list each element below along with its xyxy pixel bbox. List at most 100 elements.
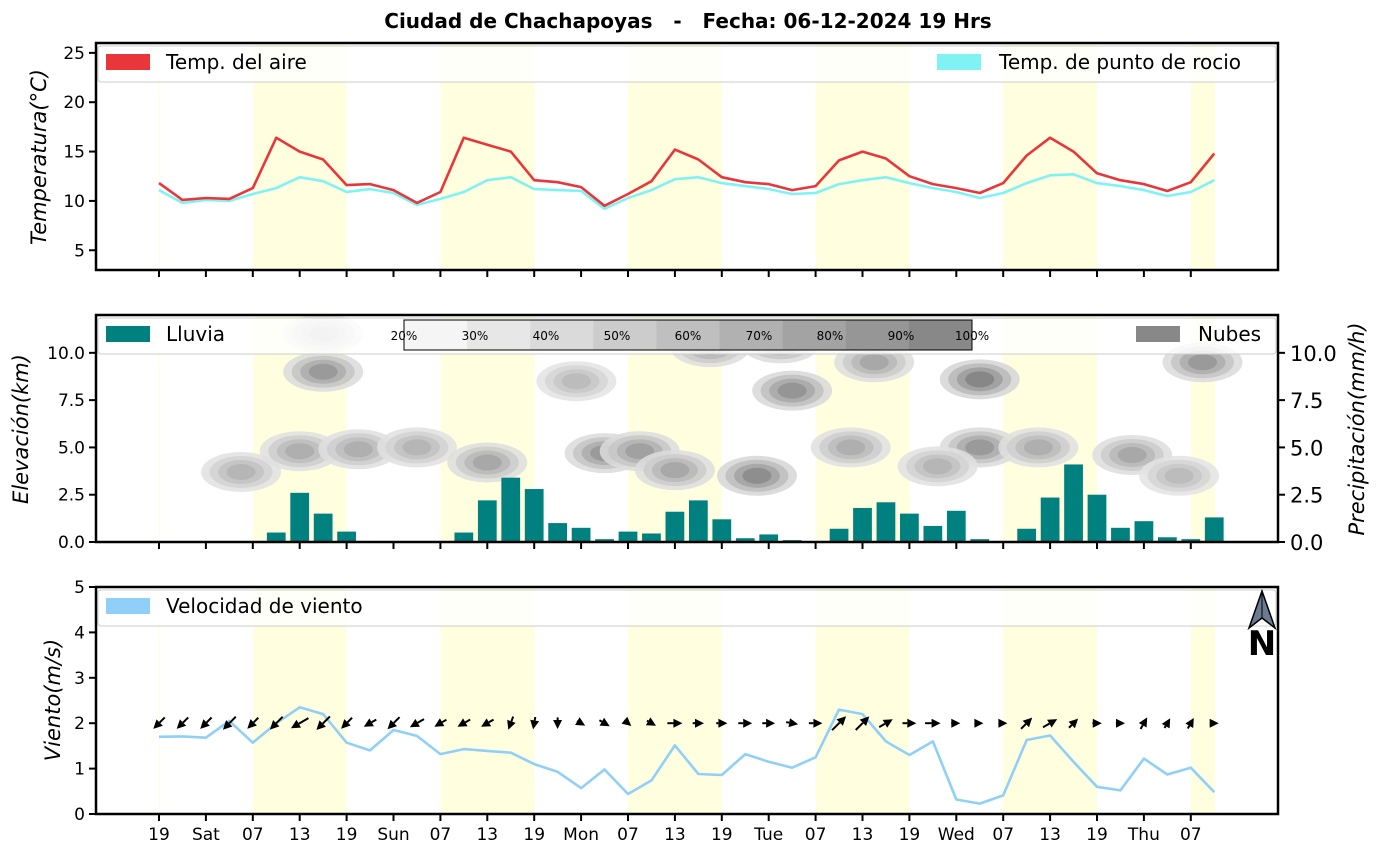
- wind-arrow-shaft: [1020, 723, 1027, 730]
- legend-label-air-temp: Temp. del aire: [165, 50, 307, 74]
- legend-swatch-wind: [106, 598, 150, 614]
- wind-arrow-shaft: [786, 721, 790, 724]
- cloud-colorbar: 20% 30% 40% 50% 60% 70% 80% 90% 100%: [391, 319, 989, 351]
- y-tick-label: 0.0: [58, 533, 85, 553]
- cloud-contour: [1188, 354, 1218, 371]
- rain-bar: [665, 511, 685, 542]
- y-tick-label: 2.5: [58, 486, 85, 506]
- legend-label-wind: Velocidad de viento: [166, 594, 363, 618]
- wind-arrow-shaft: [158, 716, 166, 724]
- rain-bar: [1064, 464, 1083, 542]
- x-tick-label: 13: [664, 825, 686, 845]
- rain-bar: [970, 539, 990, 542]
- wind-arrow-head: [1161, 718, 1171, 729]
- cloud-contour: [965, 371, 995, 388]
- x-tick-label: 13: [1039, 825, 1061, 845]
- colorbar-tick-label: 90%: [888, 329, 915, 343]
- x-tick-label: 19: [336, 825, 358, 845]
- cloud-contour: [561, 373, 591, 390]
- colorbar-tick-label: 100%: [955, 329, 989, 343]
- wind-arrow-shaft: [322, 715, 331, 725]
- x-tick-label: Wed: [938, 825, 975, 845]
- wind-arrow-shaft: [533, 716, 537, 721]
- rain-bar: [337, 531, 356, 542]
- cloud-contour: [836, 439, 866, 456]
- x-tick-label: Sat: [192, 825, 220, 845]
- rain-bar: [735, 538, 755, 542]
- rain-bar: [571, 527, 591, 542]
- wind-arrow-shaft: [298, 717, 309, 725]
- rain-bar: [1017, 528, 1037, 542]
- y-tick-label-right: 5.0: [1290, 436, 1323, 460]
- wind-arrow-head: [457, 718, 468, 727]
- y-tick-label: 10: [63, 192, 85, 212]
- wind-arrow-head: [1209, 718, 1219, 728]
- wind-arrow-head: [998, 718, 1008, 728]
- legend-swatch-clouds: [1136, 326, 1180, 342]
- wind-arrow-head: [530, 719, 540, 730]
- x-tick-label: 07: [430, 825, 452, 845]
- colorbar-segment: [845, 320, 910, 350]
- wind-arrow-head: [718, 718, 728, 728]
- rain-bar: [595, 539, 614, 542]
- x-tick-label: 19: [148, 825, 170, 845]
- wind-arrow-head: [599, 717, 610, 727]
- rain-bar: [876, 502, 896, 542]
- cloud-contour: [285, 443, 315, 460]
- x-tick-label: 07: [805, 825, 827, 845]
- cloud-contour: [402, 439, 432, 456]
- rain-bar: [946, 510, 966, 542]
- wind-arrow-head: [695, 718, 704, 728]
- wind-arrow-shaft: [1163, 725, 1167, 729]
- wind-arrow-shaft: [253, 717, 259, 723]
- y-tick-label-right: 7.5: [1290, 389, 1323, 413]
- x-tick-label: 07: [242, 825, 264, 845]
- wind-arrow-head: [341, 719, 351, 729]
- elevation-axis-label: Elevación(km): [9, 354, 33, 504]
- x-tick-label: 13: [852, 825, 874, 845]
- y-tick-label: 5: [74, 241, 85, 261]
- y-tick-label-right: 0.0: [1290, 531, 1323, 555]
- wind-arrow-head: [575, 717, 586, 726]
- y-tick-label: 10.0: [47, 344, 85, 364]
- rain-bar: [313, 513, 333, 542]
- wind-arrow-head: [813, 718, 823, 728]
- y-tick-label: 0: [74, 805, 85, 825]
- x-tick-label: 07: [617, 825, 639, 845]
- x-tick-label: 13: [476, 825, 498, 845]
- colorbar-segment: [719, 320, 784, 350]
- wind-arrow-head: [1185, 718, 1194, 728]
- wind-arrow-head: [222, 720, 233, 730]
- rain-bar: [477, 500, 497, 542]
- wind-arrow-head: [931, 718, 941, 728]
- wind-arrow-shaft: [464, 718, 471, 724]
- legend-label-dew-point: Temp. de punto de rocio: [998, 50, 1241, 74]
- wind-arrow-head: [673, 718, 683, 728]
- colorbar-segment: [593, 320, 657, 350]
- wind-arrow-shaft: [488, 718, 495, 724]
- wind-arrow-shaft: [1068, 724, 1073, 729]
- cloud-contour: [1023, 439, 1053, 456]
- wind-arrow-head: [1092, 718, 1102, 728]
- x-tick-label: 19: [899, 825, 921, 845]
- wind-panel: 0 1 2 3 4 5 Viento(m/s) Velocidad de viento N: [41, 578, 1280, 825]
- wind-arrow-head: [363, 718, 374, 727]
- y-tick-label: 2: [74, 714, 85, 734]
- chart-title: Ciudad de Chachapoyas - Fecha: 06-12-202…: [384, 9, 991, 33]
- wind-arrow-shaft: [831, 721, 841, 731]
- legend-label-clouds: Nubes: [1198, 322, 1261, 346]
- north-label: N: [1248, 624, 1276, 664]
- wind-arrow-head: [1116, 718, 1125, 728]
- rain-bar: [900, 513, 919, 542]
- wind-arrow-head: [836, 716, 847, 726]
- y-tick-label: 20: [63, 93, 85, 113]
- rain-bar: [1157, 537, 1177, 542]
- cloud-contour: [308, 363, 338, 380]
- rain-bar: [618, 531, 638, 542]
- wind-arrow-shaft: [417, 718, 425, 724]
- wind-arrow-head: [291, 719, 301, 729]
- x-tick-label: Tue: [753, 825, 783, 845]
- wind-axis-label: Viento(m/s): [41, 639, 65, 761]
- rain-bar: [759, 534, 779, 542]
